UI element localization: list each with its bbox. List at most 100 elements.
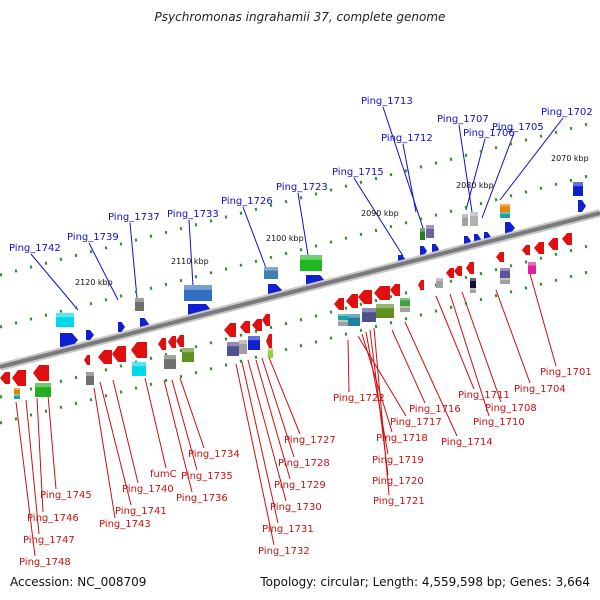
track-dash [584,270,588,275]
track-dash [104,298,108,302]
gene-glyph [436,278,443,288]
track-dash [134,238,138,242]
gene-label-forward: Ping_1723 [276,182,328,193]
gene-label-reverse: Ping_1727 [284,435,336,446]
track-dash [59,405,63,410]
gene-label-reverse: fumC [150,469,177,480]
gene-glyph [573,182,583,196]
track-dash [164,352,168,357]
gene-label-reverse: Ping_1716 [409,404,461,415]
gene-label-forward: Ping_1739 [67,232,119,243]
track-dash [404,221,408,225]
leader-line [163,379,193,493]
track-dash [0,421,3,425]
track-dash [254,207,258,212]
leader-line [391,329,426,404]
track-dash [299,196,303,200]
leader-line [235,363,275,546]
gene-label-reverse: Ping_1740 [122,484,174,495]
leader-line [297,192,309,256]
leader-line [404,321,458,437]
track-dash [254,355,258,360]
leader-line [99,381,132,506]
track-dash [314,340,318,344]
track-dash [239,211,243,215]
track-dash [209,341,213,345]
track-dash [359,302,363,307]
gene-glyph [184,285,212,301]
track-dash [179,278,183,283]
track-dash [464,205,468,210]
track-dash [359,180,363,185]
track-dash [119,294,123,298]
track-dash [464,153,468,158]
gene-glyph [262,314,270,326]
track-dash [389,172,393,177]
gene-label-forward: Ping_1733 [167,209,219,220]
track-dash [104,368,108,372]
gene-glyph [224,323,236,337]
track-dash [389,224,393,229]
track-dash [509,264,513,268]
track-dash [284,321,288,326]
gene-glyph [118,322,125,332]
gene-label-forward: Ping_1715 [332,167,384,178]
gene-glyph [578,200,586,212]
gene-glyph [264,267,278,279]
track-dash [434,213,438,217]
track-dash [59,257,63,262]
gene-label-reverse: Ping_1731 [262,524,314,535]
leader-line [129,222,138,299]
gene-glyph [362,308,376,322]
track-dash [569,178,573,183]
gene-label-reverse: Ping_1746 [27,513,79,524]
gene-glyph [400,306,410,312]
track-dash [149,234,153,238]
leader-line [402,143,417,213]
gene-label-reverse: Ping_1701 [540,367,592,378]
track-dash [299,344,303,348]
track-dash [224,337,228,341]
track-dash [284,347,288,352]
gene-glyph [400,298,410,306]
track-dash [449,209,453,213]
gene-glyph [496,252,504,262]
leader-line [495,289,531,384]
gene-glyph [374,286,390,300]
track-dash [509,194,513,198]
gene-glyph [132,362,146,376]
track-dash [449,305,453,309]
gene-glyph [500,278,510,284]
track-dash [539,186,543,190]
track-dash [389,320,393,325]
gene-label-reverse: Ping_1728 [278,458,330,469]
gene-label-forward: Ping_1742 [9,243,61,254]
gene-label-reverse: Ping_1704 [514,384,566,395]
track-dash [509,290,513,294]
track-dash [59,379,63,384]
track-dash [224,215,228,219]
leader-line [36,397,44,513]
track-dash [269,203,273,208]
gene-glyph [158,338,166,350]
gene-glyph [266,334,272,348]
track-dash [524,260,528,264]
leader-line [261,357,295,458]
track-dash [194,222,198,227]
gene-label-reverse: Ping_1743 [99,519,151,530]
gene-label-reverse: Ping_1745 [40,490,92,501]
track-dash [149,356,153,360]
gene-label-reverse: Ping_1732 [258,546,310,557]
gene-glyph [176,335,184,347]
gene-glyph [534,242,544,254]
track-dash [584,174,588,179]
gene-glyph [56,313,74,327]
track-dash [119,364,123,368]
gene-label-reverse: Ping_1741 [115,506,167,517]
coordinate-tick-label: 2080 kbp [456,181,494,190]
track-dash [299,248,303,252]
track-dash [419,313,423,317]
track-dash [404,291,408,295]
gene-label-forward: Ping_1705 [492,122,544,133]
